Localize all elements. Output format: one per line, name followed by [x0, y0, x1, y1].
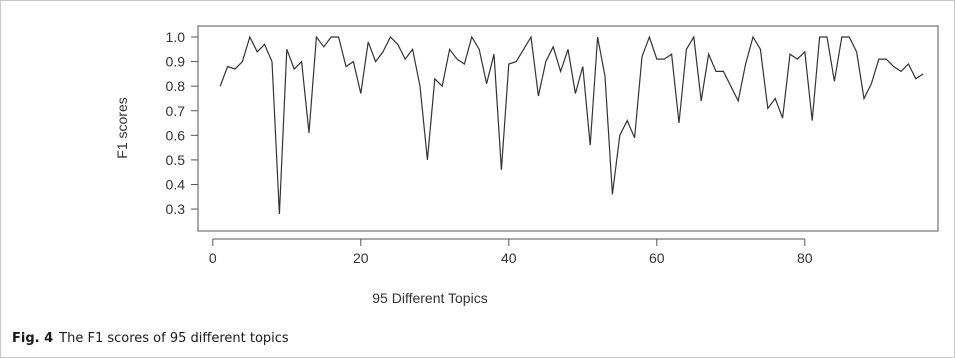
x-tick-label: 40 [501, 250, 517, 266]
line-chart: 0.3 0.4 0.5 0.6 0.7 0.8 0.9 1.0 0 20 40 60 80 95 Di… [114, 25, 939, 306]
x-tick-label: 60 [649, 250, 665, 266]
x-tick-label: 80 [797, 250, 813, 266]
figure-label: Fig. 4 [12, 331, 54, 346]
figure-caption-text: The F1 scores of 95 different topics [59, 331, 289, 346]
y-tick-label: 0.6 [166, 127, 186, 143]
x-tick-label: 0 [209, 250, 217, 266]
y-tick-label: 1.0 [166, 29, 186, 45]
y-tick-label: 0.8 [166, 78, 186, 94]
figure-caption: Fig. 4 The F1 scores of 95 different topi… [12, 331, 289, 346]
y-axis: 0.3 0.4 0.5 0.6 0.7 0.8 0.9 1.0 [166, 29, 198, 217]
x-axis-title: 95 Different Topics [372, 290, 487, 306]
series-line [219, 35, 924, 215]
x-tick-label: 20 [353, 250, 369, 266]
x-axis: 0 20 40 60 80 [209, 238, 813, 266]
y-tick-label: 0.9 [166, 54, 186, 70]
y-tick-label: 0.3 [166, 201, 186, 217]
plot-box [197, 25, 939, 232]
y-axis-title: F1 scores [114, 97, 130, 158]
y-tick-label: 0.7 [166, 103, 186, 119]
series-layer [219, 35, 924, 215]
y-tick-label: 0.4 [166, 177, 186, 193]
y-tick-label: 0.5 [166, 152, 186, 168]
